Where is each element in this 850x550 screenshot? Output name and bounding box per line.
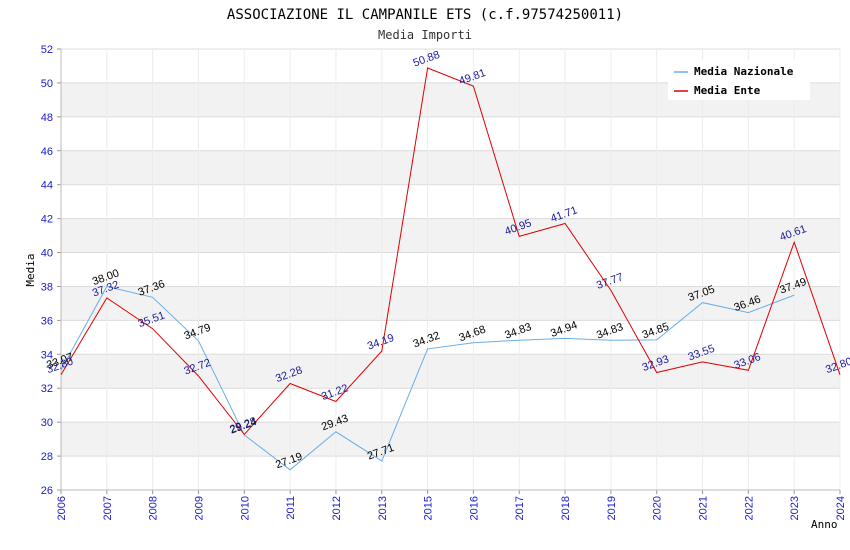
x-tick-label: 2023 — [789, 496, 801, 520]
x-tick-label: 2018 — [560, 496, 572, 520]
chart-title: ASSOCIAZIONE IL CAMPANILE ETS (c.f.97574… — [227, 7, 623, 23]
x-tick-label: 2009 — [193, 496, 205, 520]
series-lines — [60, 67, 841, 471]
y-tick-label: 32 — [41, 383, 53, 395]
data-label-nazionale: 34.83 — [595, 321, 625, 342]
legend: Media Nazionale Media Ente — [668, 60, 810, 100]
data-label-nazionale: 34.94 — [549, 319, 579, 340]
y-tick-label: 28 — [41, 451, 53, 463]
y-tick-label: 30 — [41, 417, 53, 429]
plot-bands — [61, 82, 840, 457]
x-tick-label: 2013 — [377, 496, 389, 520]
plot-band — [61, 422, 840, 457]
y-tick-label: 38 — [41, 281, 53, 293]
x-tick-label: 2006 — [56, 496, 68, 520]
gridlines — [57, 48, 841, 494]
x-tick-label: 2022 — [743, 496, 755, 520]
y-tick-label: 48 — [41, 112, 53, 124]
x-tick-label: 2021 — [698, 496, 710, 520]
x-tick-label: 2010 — [239, 496, 251, 520]
plot-band — [61, 286, 840, 321]
legend-label-media-ente: Media Ente — [694, 84, 761, 97]
y-tick-label: 26 — [41, 485, 53, 497]
plot-band — [61, 218, 840, 253]
x-tick-label: 2012 — [331, 496, 343, 520]
series-line-media-nazionale — [60, 285, 795, 471]
legend-label-media-nazionale: Media Nazionale — [694, 65, 794, 78]
y-tick-label: 40 — [41, 248, 53, 260]
plot-band — [61, 150, 840, 185]
y-tick-label: 36 — [41, 315, 53, 327]
data-label-nazionale: 34.83 — [503, 321, 533, 342]
x-tick-label: 2019 — [606, 496, 618, 520]
x-tick-label: 2016 — [468, 496, 480, 520]
x-tick-label: 2015 — [423, 496, 435, 520]
chart-subtitle: Media Importi — [378, 28, 472, 42]
y-tick-label: 50 — [41, 78, 53, 90]
data-label-nazionale: 34.68 — [457, 324, 487, 345]
y-tick-labels: 26 28 30 32 34 36 38 40 42 44 46 48 50 52 — [41, 44, 53, 497]
y-axis-label: Media — [24, 253, 37, 286]
data-label-nazionale: 34.85 — [641, 321, 671, 342]
x-tick-label: 2007 — [102, 496, 114, 520]
legend-box — [668, 60, 810, 100]
data-label-ente: 34.19 — [366, 332, 396, 353]
plot-band — [61, 354, 840, 389]
axes — [60, 49, 840, 491]
y-tick-label: 34 — [41, 349, 53, 361]
x-tick-label: 2020 — [652, 496, 664, 520]
y-tick-label: 46 — [41, 146, 53, 158]
x-tick-label: 2008 — [148, 496, 160, 520]
x-tick-label: 2017 — [514, 496, 526, 520]
data-label-ente: 50.88 — [412, 49, 442, 70]
series-line-media-ente — [60, 67, 841, 436]
x-tick-label: 2024 — [835, 496, 847, 520]
y-tick-label: 52 — [41, 44, 53, 56]
x-tick-labels: 2006 2007 2008 2009 2010 2011 2012 2013 2015 2016… — [56, 496, 847, 520]
x-axis-label: Anno — [811, 518, 838, 531]
y-tick-label: 42 — [41, 214, 53, 226]
x-tick-label: 2011 — [285, 496, 297, 520]
y-tick-label: 44 — [41, 180, 53, 192]
